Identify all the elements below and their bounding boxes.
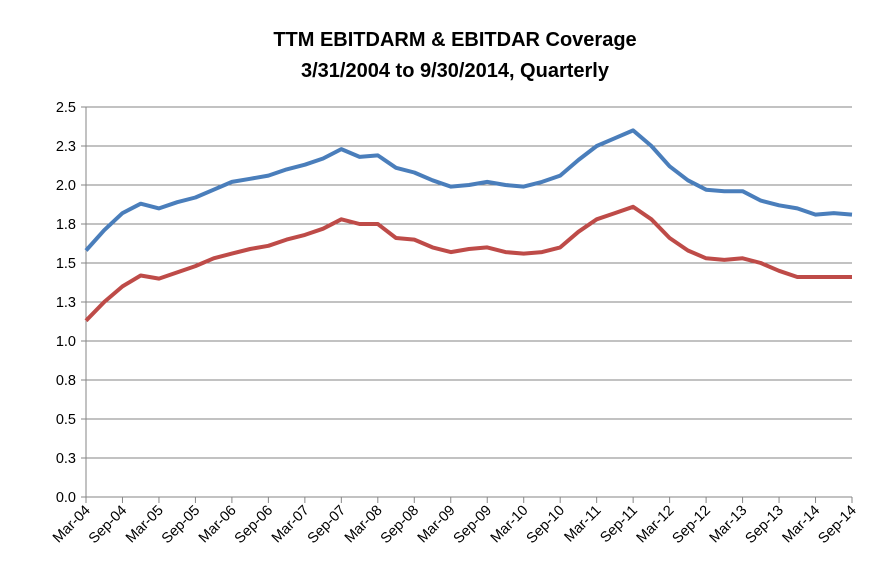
x-tick-label: Mar-08 bbox=[342, 503, 386, 547]
series-line-ebitdarm bbox=[84, 128, 853, 252]
x-tick-label: Mar-04 bbox=[50, 503, 94, 547]
x-tick-label: Sep-12 bbox=[670, 503, 714, 547]
x-tick-label: Mar-07 bbox=[269, 503, 313, 547]
x-tick-label: Sep-13 bbox=[742, 503, 786, 547]
x-tick-label: Mar-14 bbox=[780, 503, 824, 547]
gridlines bbox=[81, 106, 852, 498]
x-tick-label: Mar-10 bbox=[488, 503, 532, 547]
y-axis-ticks: 0.0 0.3 0.5 0.8 1.0 1.3 1.5 1.8 2.0 2.3 2.5 bbox=[56, 100, 76, 506]
y-tick-label: 1.5 bbox=[56, 256, 76, 272]
x-tick-label: Sep-05 bbox=[159, 503, 203, 547]
x-tick-label: Sep-14 bbox=[815, 503, 859, 547]
x-tick-label: Sep-11 bbox=[597, 503, 641, 547]
y-tick-label: 0.8 bbox=[56, 373, 76, 389]
y-tick-label: 0.5 bbox=[56, 412, 76, 428]
x-tick-label: Sep-04 bbox=[86, 503, 130, 547]
x-tick-label: Sep-10 bbox=[524, 503, 568, 547]
x-tick-label: Sep-09 bbox=[451, 503, 495, 547]
axes bbox=[85, 107, 853, 503]
y-tick-label: 2.0 bbox=[56, 178, 76, 194]
x-tick-label: Mar-11 bbox=[561, 503, 604, 546]
y-tick-label: 2.3 bbox=[56, 139, 76, 155]
series-lines bbox=[84, 128, 853, 323]
x-tick-label: Mar-09 bbox=[415, 503, 459, 547]
x-tick-label: Mar-06 bbox=[196, 503, 240, 547]
x-tick-label: Mar-05 bbox=[123, 503, 167, 547]
y-tick-label: 2.5 bbox=[56, 100, 76, 116]
y-tick-label: 0.0 bbox=[56, 490, 76, 506]
chart-title: TTM EBITDARM & EBITDAR Coverage bbox=[273, 29, 636, 51]
x-tick-label: Sep-08 bbox=[378, 503, 422, 547]
y-tick-label: 1.3 bbox=[56, 295, 76, 311]
y-tick-label: 1.0 bbox=[56, 334, 76, 350]
series-line-ebitdar bbox=[84, 204, 852, 323]
x-tick-label: Sep-07 bbox=[305, 503, 349, 547]
chart-subtitle: 3/31/2004 to 9/30/2014, Quarterly bbox=[301, 60, 610, 82]
x-tick-label: Sep-06 bbox=[232, 503, 276, 547]
x-tick-label: Mar-13 bbox=[707, 503, 751, 547]
y-tick-label: 0.3 bbox=[56, 451, 76, 467]
y-tick-label: 1.8 bbox=[56, 217, 76, 233]
x-axis-ticks: Mar-04Sep-04Mar-05Sep-05Mar-06Sep-06Mar-… bbox=[50, 503, 860, 547]
x-tick-label: Mar-12 bbox=[634, 503, 678, 547]
